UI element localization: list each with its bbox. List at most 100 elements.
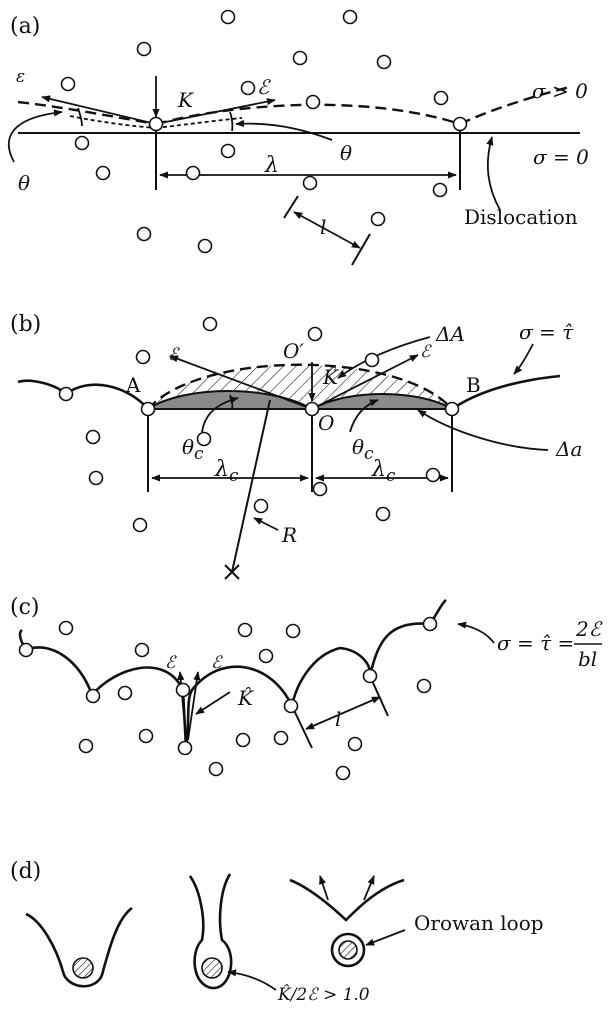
c-tick-2 (369, 675, 389, 717)
O-prime-label: O′ (283, 339, 304, 363)
obstacle-particle (88, 470, 104, 486)
obstacle-particle (74, 135, 90, 151)
obstacle-particle (376, 54, 392, 70)
obstacle-particle (302, 175, 318, 191)
obstacle-particle (185, 165, 201, 181)
obstacle-particle (138, 728, 154, 744)
obstacle-particle (307, 326, 323, 342)
c-tension-label-1: ℰ (165, 653, 177, 673)
panel-d: (d) Orowan loop K̂/2ℰ > 1.0 (10, 859, 544, 1005)
obstacle-particle (220, 143, 236, 159)
obstacle-particle (273, 730, 289, 746)
R-pointer (253, 517, 279, 531)
theta-c-label-left: θc (182, 435, 204, 464)
outer-dislocation-right (451, 374, 561, 411)
obstacle-particle (425, 467, 441, 483)
obstacle-particle (235, 732, 251, 748)
K-hat-label: K̂ (322, 365, 339, 389)
c-tension-label-2: ℰ (211, 653, 223, 673)
obstacle-particle (177, 740, 193, 756)
obstacle-particle (117, 685, 133, 701)
B-label: B (466, 373, 481, 397)
panel-a: (a) K ε ℰ θ θ σ > 0 σ = 0 λ (7, 14, 589, 266)
radius-R-line (231, 399, 271, 573)
dislocation-label: Dislocation (464, 205, 578, 229)
obstacle-particle (285, 623, 301, 639)
dislocation-pointer (486, 136, 501, 211)
c-tension-arrow-2 (187, 671, 201, 741)
lambda-c-label-left: λc (214, 457, 239, 486)
c-l-arrow (305, 696, 381, 730)
d-particle-3 (338, 940, 358, 960)
obstacle-particle (375, 506, 391, 522)
obstacle-particles (18, 9, 468, 781)
obstacle-particle (335, 765, 351, 781)
obstacle-particle (58, 620, 74, 636)
obstacle-particle (202, 316, 218, 332)
d-criterion-pointer (227, 969, 277, 991)
obstacle-particle (312, 481, 328, 497)
c-frac-den: bl (578, 647, 597, 671)
c-tick-1 (291, 705, 313, 749)
obstacle-particle (132, 517, 148, 533)
obstacle-particle (95, 165, 111, 181)
d-criterion-label: K̂/2ℰ > 1.0 (277, 985, 370, 1005)
obstacle-particle (208, 761, 224, 777)
d-particle-2 (201, 957, 223, 979)
theta-pointer-right (235, 119, 333, 141)
theta-label-right: θ (340, 141, 352, 165)
small-dashed-arc-right (155, 117, 243, 129)
obstacle-particle (240, 80, 256, 96)
K-label: K (177, 88, 194, 112)
sigma-tau-pointer (513, 343, 534, 375)
sigma-positive-label: σ > 0 (532, 79, 588, 103)
spacing-tick-1 (283, 195, 299, 219)
c-K-hat-arrow (195, 691, 231, 715)
theta-c-pointer-right (349, 399, 379, 433)
O-label: O (318, 411, 334, 435)
obstacle-particle (134, 642, 150, 658)
obstacle-particle (305, 94, 321, 110)
obstacle-particle (432, 182, 448, 198)
obstacle-particle (18, 642, 34, 658)
panel-c-label: (c) (10, 595, 40, 620)
d-orowan-pointer (365, 929, 406, 946)
obstacle-particle (342, 9, 358, 25)
delta-A-label: ΔA (435, 322, 465, 346)
sigma-tau-label: σ = τ̂ (519, 320, 574, 344)
c-sigma-pointer (457, 621, 495, 644)
d-loop-1 (25, 906, 133, 988)
lambda-c-label-right: λc (371, 457, 396, 486)
obstacle-particle (444, 401, 460, 417)
theta-label-left: θ (18, 171, 30, 195)
bowed-dislocation-right (459, 85, 571, 126)
epsilon-label: ε (16, 67, 25, 87)
obstacle-particle (196, 431, 212, 447)
center-cross-2 (224, 564, 240, 580)
obstacle-particle (258, 648, 274, 664)
obstacle-particle (347, 736, 363, 752)
delta-a-label: Δa (555, 437, 582, 461)
panel-a-label: (a) (10, 14, 40, 39)
theta-pointer-left (7, 109, 63, 163)
obstacle-particle (136, 41, 152, 57)
d-release-arrow-2 (363, 875, 375, 901)
tension-arrow-b-left (169, 355, 313, 410)
tension-label-b-right: ℰ (420, 342, 432, 362)
c-frac-num: 2ℰ (575, 617, 603, 641)
spacing-l-arrow (293, 211, 361, 249)
theta-c-label-right: θc (352, 435, 374, 464)
obstacle-particle (60, 76, 76, 92)
d-released-dislocation (289, 878, 405, 922)
obstacle-particle (58, 386, 74, 402)
panel-d-label: (d) (10, 859, 41, 884)
obstacle-particle (304, 401, 320, 417)
bowed-dislocation-left (17, 100, 157, 126)
obstacle-particle (135, 349, 151, 365)
obstacle-particle (197, 238, 213, 254)
panel-b: (b) λc λc R ℰ ℰ K̂ O′ (10, 312, 582, 580)
spacing-l-label: l (320, 215, 326, 239)
obstacle-particle (433, 90, 449, 106)
obstacle-particle (85, 688, 101, 704)
